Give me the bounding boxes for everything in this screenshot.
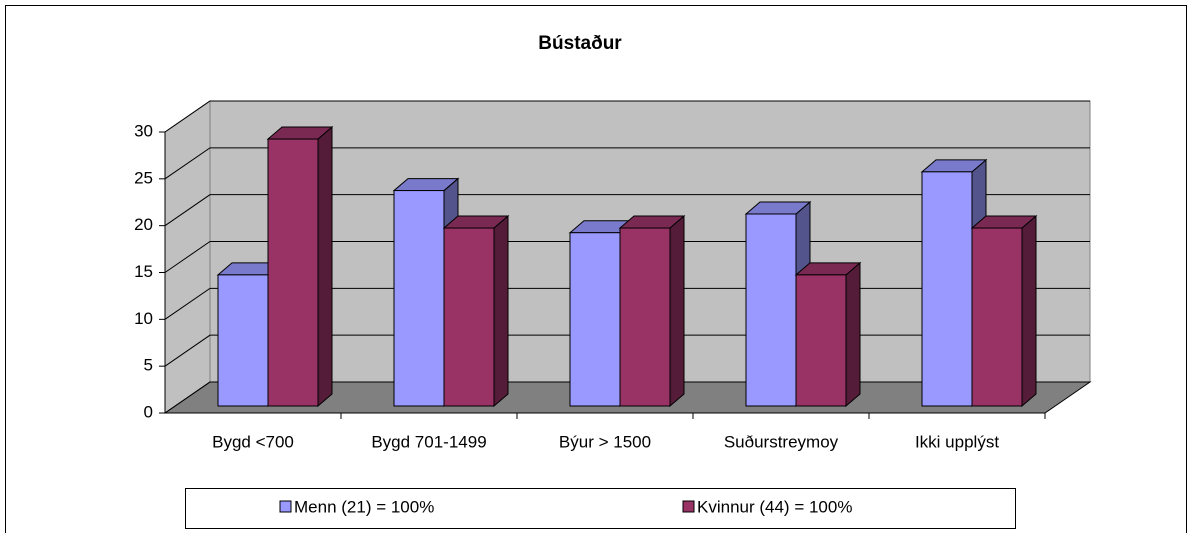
bar (266, 125, 334, 408)
x-tick-label: Ikki upplýst (915, 432, 999, 451)
bar-front (921, 171, 973, 407)
y-tick-label: 0 (144, 402, 153, 421)
grid-line (164, 194, 1090, 227)
bar-side (317, 125, 333, 408)
grid-line (164, 100, 1090, 133)
bar-front (569, 232, 621, 407)
bar-side (845, 261, 861, 408)
x-tick-label: Bygd 701-1499 (371, 432, 486, 451)
bar-side (1021, 214, 1037, 408)
legend-swatch (682, 500, 695, 513)
y-tick-label: 25 (134, 168, 153, 187)
bar (618, 214, 686, 408)
bar-front (443, 227, 495, 407)
y-tick-label: 5 (144, 356, 153, 375)
y-tick-label: 20 (134, 215, 153, 234)
legend-label: Menn (21) = 100% (294, 497, 434, 516)
grid-line (164, 147, 1090, 180)
x-tick-label: Suðurstreymoy (724, 432, 839, 451)
legend-box (185, 488, 1016, 529)
legend-label: Kvinnur (44) = 100% (697, 497, 852, 516)
y-tick-label: 15 (134, 262, 153, 281)
y-tick-label: 10 (134, 309, 153, 328)
bar-front (795, 274, 847, 407)
bar (794, 261, 862, 408)
legend-swatch (279, 500, 292, 513)
bar-side (669, 214, 685, 408)
bar-front (217, 274, 269, 407)
bar-front (267, 138, 319, 407)
bar-side (493, 214, 509, 408)
x-tick-label: Býur > 1500 (559, 432, 651, 451)
bar-front (745, 213, 797, 407)
bar (442, 214, 510, 408)
bar-front (971, 227, 1023, 407)
bar-front (393, 190, 445, 407)
chart-title: Bústaður (538, 33, 622, 54)
bar (970, 214, 1038, 408)
bar-front (619, 227, 671, 407)
y-tick-label: 30 (134, 121, 153, 140)
x-tick-label: Bygd <700 (212, 432, 294, 451)
